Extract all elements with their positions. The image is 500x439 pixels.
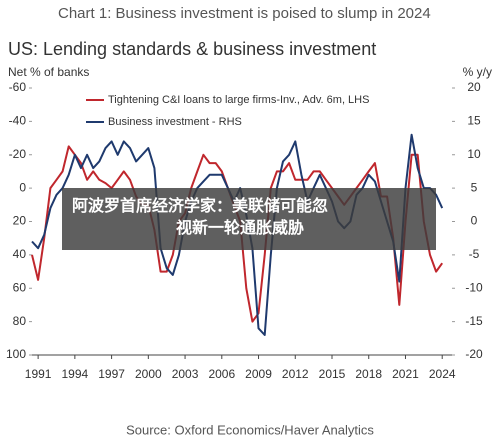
y-axis-label: Net % of banks bbox=[8, 65, 89, 79]
y-tick-label: 80 bbox=[13, 314, 27, 328]
x-tick-label: 2015 bbox=[319, 367, 346, 381]
x-tick-label: 2012 bbox=[282, 367, 309, 381]
x-tick-label: 2024 bbox=[429, 367, 456, 381]
y2-tick-label: -5 bbox=[469, 247, 480, 261]
y2-tick-label: 15 bbox=[467, 114, 481, 128]
y-tick-label: 60 bbox=[13, 280, 27, 294]
x-tick-label: 1997 bbox=[98, 367, 125, 381]
overlay-text: 视新一轮通胀威胁 bbox=[176, 218, 304, 237]
x-tick-label: 2003 bbox=[172, 367, 199, 381]
y2-tick-label: 20 bbox=[467, 80, 481, 94]
x-tick-label: 2000 bbox=[135, 367, 162, 381]
legend-label: Business investment - RHS bbox=[108, 116, 242, 128]
y-tick-label: -40 bbox=[9, 114, 27, 128]
x-tick-label: 1991 bbox=[25, 367, 52, 381]
y-tick-label: 20 bbox=[13, 214, 27, 228]
x-tick-label: 2006 bbox=[208, 367, 235, 381]
source-note: Source: Oxford Economics/Haver Analytics bbox=[126, 422, 374, 437]
y2-tick-label: 5 bbox=[471, 180, 478, 194]
y2-tick-label: -15 bbox=[465, 314, 483, 328]
y-tick-label: -60 bbox=[9, 80, 27, 94]
x-tick-label: 2021 bbox=[392, 367, 419, 381]
y2-tick-label: 10 bbox=[467, 147, 481, 161]
y-tick-label: 0 bbox=[19, 180, 26, 194]
y-tick-label: -20 bbox=[9, 147, 27, 161]
chart-title: Chart 1: Business investment is poised t… bbox=[58, 5, 431, 22]
y-tick-label: 40 bbox=[13, 247, 27, 261]
y-tick-label: 100 bbox=[6, 347, 26, 361]
x-tick-label: 2009 bbox=[245, 367, 272, 381]
overlay-text: 阿波罗首席经济学家：美联储可能忽 bbox=[72, 196, 328, 215]
y2-axis-label: % y/y bbox=[463, 65, 492, 79]
y2-tick-label: -10 bbox=[465, 280, 483, 294]
chart-subtitle: US: Lending standards & business investm… bbox=[8, 39, 376, 59]
x-tick-label: 1994 bbox=[62, 367, 89, 381]
x-tick-label: 2018 bbox=[355, 367, 382, 381]
y2-tick-label: 0 bbox=[471, 214, 478, 228]
overlay-box bbox=[62, 188, 436, 250]
y2-tick-label: -20 bbox=[465, 347, 483, 361]
legend-label: Tightening C&I loans to large firms-Inv.… bbox=[108, 94, 369, 106]
